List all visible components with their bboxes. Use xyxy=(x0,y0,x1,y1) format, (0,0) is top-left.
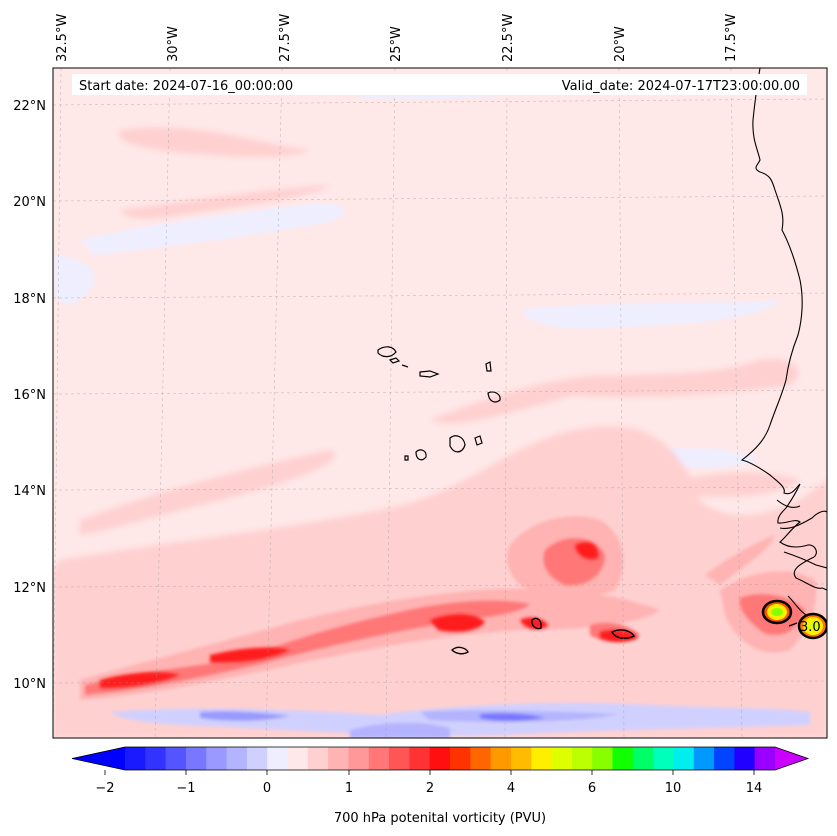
colorbar-cell xyxy=(754,747,776,770)
start-date-label: Start date: 2024-07-16_00:00:00 xyxy=(79,79,293,94)
lat-label: 20°N xyxy=(13,195,46,210)
lat-label: 12°N xyxy=(13,581,46,596)
colorbar-cell xyxy=(693,747,715,770)
pv-cores xyxy=(100,542,638,688)
colorbar-cell xyxy=(267,747,288,770)
pv-contour-lines xyxy=(450,617,798,655)
lat-label: 22°N xyxy=(13,99,46,114)
colorbar-cell xyxy=(510,747,532,770)
colorbar-cell xyxy=(632,747,654,770)
colorbar-cell xyxy=(185,747,207,770)
colorbar-cell xyxy=(165,747,187,770)
lat-label: 14°N xyxy=(13,484,46,499)
colorbar-cell xyxy=(612,747,634,770)
colorbar-cells xyxy=(125,747,776,770)
colorbar-tick-label: −1 xyxy=(176,781,195,796)
coastal-pv-maxima xyxy=(761,599,827,640)
colorbar-tick-label: 10 xyxy=(665,781,682,796)
valid-date-label: Valid_date: 2024-07-17T23:00:00.00 xyxy=(562,79,800,94)
lon-label: 30°W xyxy=(166,26,181,62)
lat-label: 10°N xyxy=(13,677,46,692)
lat-label: 16°N xyxy=(13,388,46,403)
colorbar-cell xyxy=(125,747,146,770)
negative-pv-band xyxy=(110,703,810,738)
latitude-labels: 22°N 20°N 18°N 16°N 14°N 12°N 10°N xyxy=(13,99,46,692)
colorbar-tick-label: 14 xyxy=(746,781,763,796)
colorbar-cell xyxy=(287,747,309,770)
colorbar-tick-label: 1 xyxy=(345,781,353,796)
colorbar-cell xyxy=(307,747,329,770)
cape-verde-islands xyxy=(377,346,501,461)
lon-label: 27.5°W xyxy=(278,14,293,62)
colorbar-tick-labels: −2 −1 0 1 2 4 6 10 14 xyxy=(95,781,762,796)
contour-value-label: 3.0 xyxy=(800,620,821,635)
graticule-lines xyxy=(53,68,827,738)
colorbar-tick-label: −2 xyxy=(95,781,114,796)
colorbar-cell xyxy=(429,747,451,770)
lon-label: 22.5°W xyxy=(501,14,516,62)
lon-label: 17.5°W xyxy=(724,14,739,62)
colorbar-title: 700 hPa potenital vorticity (PVU) xyxy=(334,811,546,826)
colorbar-cell xyxy=(368,747,390,770)
colorbar-cell xyxy=(246,747,268,770)
colorbar-cell xyxy=(206,747,228,770)
colorbar-tick-label: 4 xyxy=(507,781,515,796)
colorbar-cell xyxy=(673,747,695,770)
longitude-labels: 32.5°W 30°W 27.5°W 25°W 22.5°W 20°W 17.5… xyxy=(55,14,739,62)
colorbar-cell xyxy=(592,747,613,770)
pv-field: 3.0 xyxy=(53,68,827,738)
colorbar-cell xyxy=(734,747,756,770)
colorbar-under-arrow xyxy=(72,747,125,770)
lat-label: 18°N xyxy=(13,292,46,307)
colorbar-cell xyxy=(551,747,573,770)
lon-label: 32.5°W xyxy=(55,14,70,62)
colorbar-cell xyxy=(389,747,410,770)
colorbar-cell xyxy=(409,747,431,770)
colorbar-cell xyxy=(571,747,593,770)
colorbar-cell xyxy=(328,747,349,770)
west-africa-coastline xyxy=(740,68,827,617)
colorbar-cell xyxy=(470,747,492,770)
colorbar-cell xyxy=(531,747,553,770)
colorbar-tick-label: 2 xyxy=(426,781,434,796)
colorbar-cell xyxy=(450,747,471,770)
colorbar-cell xyxy=(653,747,674,770)
colorbar-cell xyxy=(145,747,167,770)
colorbar-cell xyxy=(348,747,370,770)
colorbar-ticks xyxy=(104,770,755,775)
map-frame xyxy=(52,67,828,739)
colorbar: −2 −1 0 1 2 4 6 10 14 700 hPa potenital … xyxy=(71,746,810,826)
colorbar-over-arrow xyxy=(775,747,808,770)
colorbar-cell xyxy=(490,747,512,770)
date-info-box xyxy=(72,74,807,95)
colorbar-tick-label: 0 xyxy=(263,781,271,796)
lon-label: 20°W xyxy=(613,26,628,62)
colorbar-outline xyxy=(71,746,810,771)
colorbar-cell xyxy=(714,747,735,770)
colorbar-cell xyxy=(226,747,248,770)
lon-label: 25°W xyxy=(389,26,404,62)
colorbar-tick-label: 6 xyxy=(588,781,596,796)
